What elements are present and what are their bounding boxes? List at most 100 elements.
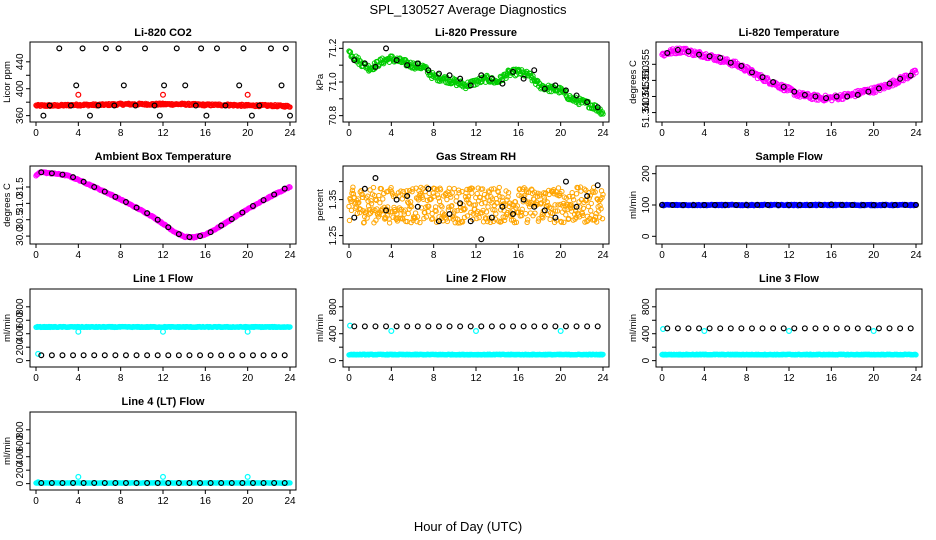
x-tick-label: 16 [826,250,838,261]
data-point [59,352,66,359]
data-point [478,72,485,79]
data-point [364,193,371,199]
data-point [569,193,576,200]
x-tick-label: 4 [76,373,82,384]
data-point [680,46,686,53]
data-point [817,202,824,209]
data-point [555,185,562,191]
data-point [354,210,361,217]
data-point [541,85,548,92]
data-point [561,219,567,226]
data-point [48,170,55,177]
y-tick-label: 400 [328,325,339,342]
data-point [519,206,525,213]
panel-title: Line 4 (LT) Flow [122,396,205,408]
data-point [881,202,888,209]
data-point [373,197,380,203]
data-point [535,218,542,224]
data-point [801,91,808,98]
data-point [461,207,467,213]
data-point [133,352,140,359]
data-point [478,200,485,207]
data-point [539,213,545,220]
x-tick-label: 8 [744,373,750,384]
data-point [355,196,361,202]
data-point [478,323,485,330]
data-point [413,185,419,191]
data-point [70,174,77,181]
data-point [690,202,697,209]
y-tick-label: 440 [15,53,26,70]
x-tick-label: 8 [431,250,437,261]
data-point [594,182,601,189]
data-point [523,189,530,195]
data-point [685,48,692,55]
data-point [446,323,453,330]
data-point [531,203,538,210]
data-point [350,184,356,190]
data-point [457,75,464,82]
data-point [522,210,529,217]
data-point [854,91,861,98]
data-point [590,189,596,196]
data-point [442,214,448,221]
data-point [207,229,214,236]
y-tick-label: 800 [328,298,339,315]
y-tick-label: 100 [641,196,652,213]
y-tick-label: 1.25 [328,225,339,245]
data-point [584,99,591,106]
data-point [540,215,546,221]
data-point [511,219,518,226]
data-point [600,111,606,117]
x-tick-label: 0 [346,128,352,139]
data-point [833,325,840,332]
data-point [40,112,47,119]
x-tick-label: 24 [910,128,922,139]
data-point [770,78,777,85]
data-point [559,188,565,195]
data-point [701,202,708,209]
data-point [524,217,531,223]
data-point [398,188,404,194]
data-point [592,189,598,195]
data-point [467,82,474,89]
data-point [446,211,453,218]
data-point [383,323,390,330]
data-point [429,215,436,222]
data-marks [346,45,606,117]
x-tick-label: 12 [157,373,169,384]
y-tick-label: 400 [15,80,26,97]
data-point [144,352,151,359]
data-point [389,53,395,59]
data-point [151,102,158,109]
data-point [476,214,482,221]
data-point [531,189,538,195]
data-point [80,178,87,185]
x-tick-label: 16 [826,373,838,384]
data-point [474,190,480,197]
data-point [563,212,569,218]
x-tick-label: 12 [470,373,482,384]
y-tick-label: 200 [641,165,652,182]
data-point [144,210,151,217]
x-tick-label: 20 [868,373,880,384]
data-point [383,45,390,52]
x-tick-label: 0 [33,373,39,384]
data-point [555,202,561,208]
x-tick-label: 4 [702,373,708,384]
plot-frame [29,411,297,491]
x-tick-label: 20 [555,250,567,261]
data-point [502,202,509,209]
data-point [785,328,792,335]
data-point [249,479,256,486]
data-point [538,200,545,206]
x-tick-label: 20 [242,128,254,139]
data-point [446,185,453,191]
data-point [404,188,410,194]
data-point [80,352,87,359]
data-point [562,87,569,94]
data-point [854,325,861,332]
data-point [370,184,377,191]
data-point [552,82,559,89]
